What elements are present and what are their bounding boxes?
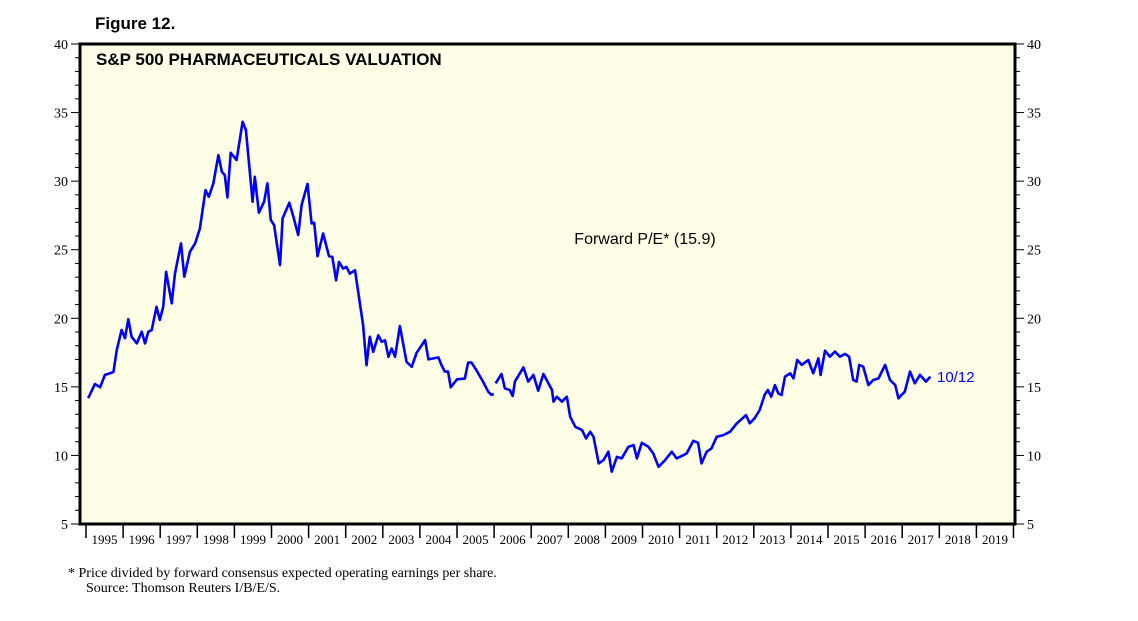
series-lines — [87, 120, 932, 474]
x-tick-label: 2006 — [500, 532, 527, 547]
x-tick-label: 1995 — [92, 532, 118, 547]
pe-series-line — [87, 120, 495, 399]
y-tick-label-left: 5 — [61, 518, 68, 533]
x-tick-label: 1998 — [203, 532, 229, 547]
x-tick-label: 2003 — [388, 532, 414, 547]
x-tick-label: 2007 — [537, 532, 564, 547]
forward-pe-annotation: Forward P/E* (15.9) — [574, 231, 715, 248]
y-tick-label-right: 20 — [1027, 312, 1041, 327]
y-tick-label-left: 35 — [54, 107, 68, 122]
figure-label: Figure 12. — [95, 14, 176, 33]
x-tick-label: 2018 — [945, 532, 971, 547]
x-tick-label: 1997 — [166, 532, 193, 547]
x-tick-label: 2017 — [908, 532, 935, 547]
x-tick-label: 2013 — [759, 532, 785, 547]
y-tick-label-left: 20 — [54, 312, 68, 327]
y-tick-label-right: 40 — [1027, 38, 1041, 53]
x-tick-label: 2010 — [648, 532, 674, 547]
y-tick-label-left: 10 — [54, 449, 68, 464]
x-tick-label: 2004 — [425, 532, 452, 547]
y-tick-label-left: 25 — [54, 244, 68, 259]
y-tick-label-left: 30 — [54, 175, 68, 190]
x-tick-label: 2001 — [314, 532, 340, 547]
x-tick-label: 2002 — [351, 532, 377, 547]
x-tick-label: 2012 — [722, 532, 748, 547]
y-tick-label-right: 5 — [1027, 518, 1034, 533]
x-tick-label: 2009 — [611, 532, 637, 547]
x-tick-label: 1996 — [129, 532, 156, 547]
pe-series-line — [494, 349, 932, 474]
y-tick-label-right: 10 — [1027, 449, 1041, 464]
end-date-label: 10/12 — [937, 369, 975, 386]
y-tick-label-right: 30 — [1027, 175, 1041, 190]
x-tick-label: 2014 — [796, 532, 823, 547]
y-tick-label-right: 25 — [1027, 244, 1041, 259]
source-note: Source: Thomson Reuters I/B/E/S. — [86, 581, 281, 596]
x-tick-label: 2016 — [871, 532, 898, 547]
y-tick-label-left: 15 — [54, 381, 68, 396]
x-tick-label: 1999 — [240, 532, 266, 547]
x-tick-label: 2015 — [834, 532, 860, 547]
y-tick-label-left: 40 — [54, 38, 68, 53]
plot-frame — [78, 42, 1017, 526]
plot-background — [80, 44, 1015, 524]
x-tick-label: 2000 — [277, 532, 303, 547]
x-tick-label: 2011 — [685, 532, 711, 547]
axis-ticks: 5 5 10 10 15 15 20 20 25 25 30 30 35 35 40 40 1995 1996 19… — [54, 38, 1041, 547]
y-tick-label-right: 35 — [1027, 107, 1041, 122]
x-tick-label: 2005 — [463, 532, 489, 547]
x-tick-label: 2008 — [574, 532, 600, 547]
chart-title: S&P 500 PHARMACEUTICALS VALUATION — [96, 50, 442, 69]
x-tick-label: 2019 — [982, 532, 1008, 547]
footnote: * Price divided by forward consensus exp… — [68, 566, 497, 581]
y-tick-label-right: 15 — [1027, 381, 1041, 396]
